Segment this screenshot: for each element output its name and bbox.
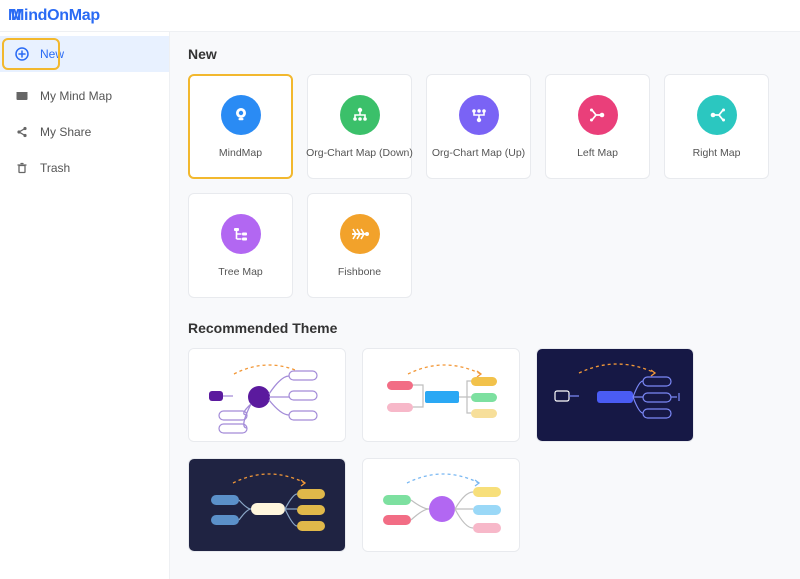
sidebar: New My Mind Map My Share Trash [0,32,170,579]
template-mindmap[interactable]: MindMap [188,74,293,179]
template-label: Right Map [693,147,741,159]
brand-logo[interactable]: MMindOnMap [8,7,100,25]
template-fishbone[interactable]: Fishbone [307,193,412,298]
theme-card-3[interactable] [536,348,694,442]
sidebar-item-my-share[interactable]: My Share [0,114,169,150]
template-grid: MindMap Org-Chart Map (Down) Org-Chart Map… [188,74,782,298]
sidebar-item-trash[interactable]: Trash [0,150,169,186]
template-right-map[interactable]: Right Map [664,74,769,179]
org-up-icon [459,95,499,135]
brand-text: MindOnMap [11,7,100,24]
theme-card-5[interactable] [362,458,520,552]
section-title-themes: Recommended Theme [188,320,782,336]
topbar: MMindOnMap [0,0,800,32]
template-label: Org-Chart Map (Down) [306,147,413,159]
theme-card-2[interactable] [362,348,520,442]
theme-card-4[interactable] [188,458,346,552]
template-label: MindMap [219,147,262,159]
sidebar-item-label: Trash [40,161,70,175]
app-root: MMindOnMap New My Mind Map My Share Trash N… [0,0,800,579]
theme-card-1[interactable] [188,348,346,442]
sidebar-item-my-mind-map[interactable]: My Mind Map [0,78,169,114]
bulb-icon [221,95,261,135]
template-label: Tree Map [218,266,263,278]
tree-icon [221,214,261,254]
template-label: Org-Chart Map (Up) [432,147,525,159]
branch-right-icon [697,95,737,135]
template-tree-map[interactable]: Tree Map [188,193,293,298]
template-label: Fishbone [338,266,381,278]
sidebar-item-label: My Mind Map [40,89,112,103]
fishbone-icon [340,214,380,254]
template-left-map[interactable]: Left Map [545,74,650,179]
template-org-chart-map-down-[interactable]: Org-Chart Map (Down) [307,74,412,179]
section-title-new: New [188,46,782,62]
org-down-icon [340,95,380,135]
sidebar-item-label: My Share [40,125,91,139]
content: New MindMap Org-Chart Map (Down) Org-Chart… [170,32,800,579]
trash-icon [14,160,30,176]
folder-icon [14,88,30,104]
sidebar-item-label: New [40,47,64,61]
sidebar-item-new[interactable]: New [0,36,169,72]
template-org-chart-map-up-[interactable]: Org-Chart Map (Up) [426,74,531,179]
share-icon [14,124,30,140]
body: New My Mind Map My Share Trash New MindMap O… [0,32,800,579]
theme-grid [188,348,782,552]
branch-left-icon [578,95,618,135]
template-label: Left Map [577,147,618,159]
plus-circle-icon [14,46,30,62]
